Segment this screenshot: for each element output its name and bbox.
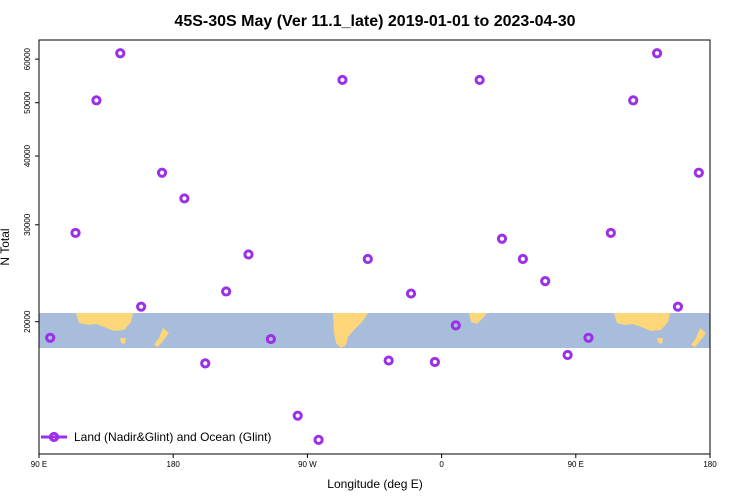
x-tick-label: 90 W (298, 460, 317, 469)
y-tick-label: 30000 (23, 213, 32, 236)
land-new-zealand (154, 328, 169, 347)
data-point (672, 301, 684, 312)
data-point (450, 320, 461, 331)
y-tick-label: 40000 (23, 144, 32, 167)
data-point (517, 253, 528, 265)
legend: Land (Nadir&Glint) and Ocean (Glint) (41, 430, 271, 444)
data-point (221, 286, 232, 297)
land-australia (76, 313, 133, 331)
ocean-band (39, 313, 710, 348)
data-point (405, 288, 417, 299)
series-points (45, 48, 704, 445)
data-point (156, 167, 168, 178)
data-point (200, 358, 211, 369)
legend-label: Land (Nadir&Glint) and Ocean (Glint) (74, 430, 271, 444)
x-tick-label: 90 E (568, 460, 584, 469)
data-point (562, 349, 573, 361)
data-point (313, 434, 324, 445)
data-point (474, 74, 485, 86)
data-point (651, 48, 663, 59)
data-point (496, 233, 508, 244)
data-point (383, 355, 394, 366)
x-tick-label: 0 (439, 460, 444, 469)
data-point (243, 249, 254, 260)
y-axis-label: N Total (0, 228, 12, 265)
world-map-strip (39, 313, 710, 348)
data-point (91, 95, 102, 106)
data-point (136, 301, 147, 312)
chart-title: 45S-30S May (Ver 11.1_late) 2019-01-01 t… (174, 13, 575, 30)
x-tick-label: 180 (703, 460, 717, 469)
data-point (45, 332, 56, 343)
legend-marker (48, 431, 60, 443)
y-axis: 20000 30000 40000 50000 60000 (23, 47, 39, 333)
x-tick-label: 90 E (31, 460, 47, 469)
land-south-america (333, 313, 368, 348)
data-point (628, 95, 639, 106)
y-tick-label: 60000 (23, 47, 32, 70)
land-tasmania-repeat (657, 338, 663, 344)
data-point (693, 167, 704, 178)
data-point (429, 356, 440, 368)
data-point (70, 227, 81, 239)
x-axis-label: Longitude (deg E) (327, 477, 422, 491)
data-point (583, 332, 594, 343)
y-tick-label: 50000 (23, 91, 32, 114)
x-tick-label: 180 (167, 460, 181, 469)
data-point (265, 333, 276, 345)
data-point (337, 74, 348, 86)
data-point (115, 48, 126, 59)
data-point (540, 276, 551, 287)
land-australia-repeat (614, 313, 670, 331)
land-south-africa (469, 313, 487, 324)
land-tasmania (120, 338, 126, 344)
data-point (362, 253, 373, 265)
plot-frame (38, 39, 711, 455)
x-axis: 90 E 180 90 W 0 90 E 180 (31, 454, 717, 469)
data-point (605, 227, 616, 239)
data-point (292, 410, 303, 421)
land-new-zealand-repeat (691, 328, 706, 347)
data-point (179, 193, 190, 204)
y-tick-label: 20000 (23, 310, 32, 333)
